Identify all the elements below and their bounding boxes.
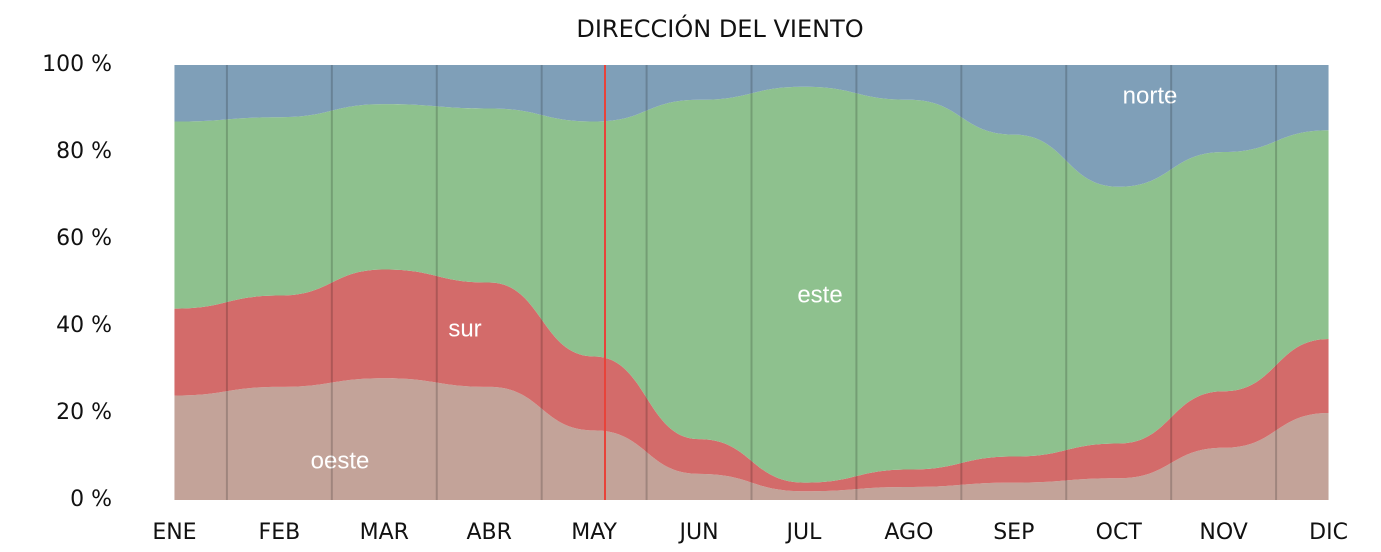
- area-label: sur: [448, 315, 481, 342]
- y-tick-label: 40 %: [56, 313, 112, 338]
- x-tick-label: OCT: [1096, 520, 1143, 545]
- x-tick-label: FEB: [259, 520, 301, 545]
- x-tick-label: MAR: [360, 520, 409, 545]
- y-tick-label: 60 %: [56, 226, 112, 251]
- y-tick-label: 100 %: [42, 52, 112, 77]
- area: [174, 65, 1329, 187]
- x-tick-label: DIC: [1309, 520, 1348, 545]
- x-tick-label: SEP: [993, 520, 1034, 545]
- x-tick-label: JUN: [678, 520, 719, 545]
- area-label: norte: [1123, 82, 1178, 109]
- area: [174, 86, 1329, 483]
- area: [174, 378, 1329, 500]
- x-tick-label: NOV: [1199, 520, 1247, 545]
- x-tick-label: ENE: [152, 520, 196, 545]
- x-tick-label: JUL: [785, 520, 823, 545]
- chart-title: DIRECCIÓN DEL VIENTO: [576, 13, 863, 43]
- areas: [174, 65, 1329, 500]
- x-tick-label: MAY: [571, 520, 617, 545]
- y-tick-label: 20 %: [56, 400, 112, 425]
- x-tick-label: ABR: [466, 520, 511, 545]
- area: [174, 269, 1329, 492]
- area-label: oeste: [311, 447, 370, 474]
- overlay: oeste sur este norte: [225, 65, 1278, 500]
- area-label: este: [797, 281, 842, 308]
- x-tick-label: AGO: [884, 520, 933, 545]
- y-tick-label: 0 %: [70, 487, 112, 512]
- y-tick-label: 80 %: [56, 139, 112, 164]
